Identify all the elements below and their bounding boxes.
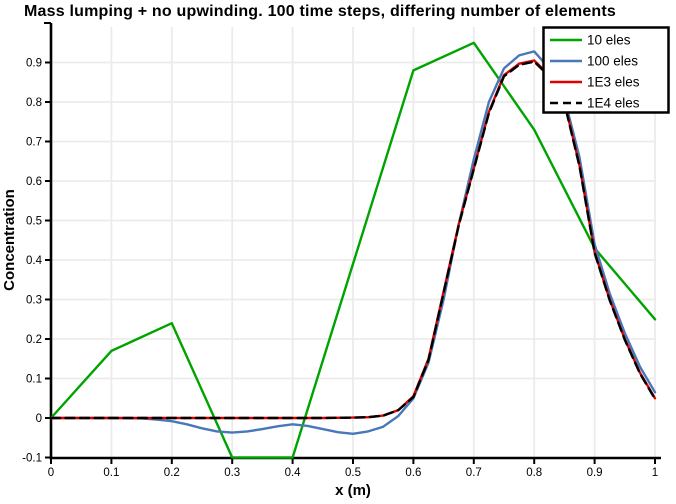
legend-label: 100 eles [587, 54, 638, 69]
legend: 10 eles 100 eles 1E3 eles 1E4 eles [542, 26, 670, 114]
y-tick-label: 0.8 [26, 97, 42, 109]
y-tick-label: 0.3 [26, 295, 42, 307]
legend-box [542, 26, 670, 114]
legend-label: 1E4 eles [587, 96, 640, 111]
y-tick-label: 0.9 [26, 58, 42, 70]
x-tick-label: 0.9 [587, 467, 603, 479]
x-tick-label: 0.7 [466, 467, 482, 479]
chart-title: Mass lumping + no upwinding. 100 time st… [24, 3, 616, 20]
x-tick-label: 0.3 [224, 467, 240, 479]
x-tick-label: 0.2 [164, 467, 180, 479]
y-tick-label: -0.1 [22, 453, 42, 465]
legend-label: 10 eles [587, 33, 631, 48]
x-tick-label: 0.6 [405, 467, 421, 479]
y-tick-label: 0.6 [26, 176, 42, 188]
y-axis-label: Concentration [1, 189, 18, 291]
y-tick-label: 0.5 [26, 216, 42, 228]
y-tick-label: 0.2 [26, 334, 42, 346]
y-tick-label: 0.1 [26, 374, 42, 386]
x-tick-label: 0.1 [103, 467, 119, 479]
x-tick-label: 0 [48, 467, 54, 479]
legend-label: 1E3 eles [587, 75, 640, 90]
axes: 0 0.1 0.2 0.3 0.4 0.5 0.6 0.7 0.8 0.9 1 -0.1 0 0.1 0.2… [22, 22, 661, 479]
series-line-10-eles [49, 41, 657, 459]
x-tick-label: 1 [652, 467, 658, 479]
x-tick-label: 0.8 [526, 467, 542, 479]
y-tick-label: 0 [36, 413, 42, 425]
series-line-1e4-eles [49, 60, 657, 420]
x-axis-label: x (m) [335, 482, 371, 499]
x-tick-label: 0.5 [345, 467, 361, 479]
y-tick-label: 0.4 [26, 255, 43, 267]
x-tick-label: 0.4 [285, 467, 302, 479]
y-tick-label: 0.7 [26, 137, 42, 149]
